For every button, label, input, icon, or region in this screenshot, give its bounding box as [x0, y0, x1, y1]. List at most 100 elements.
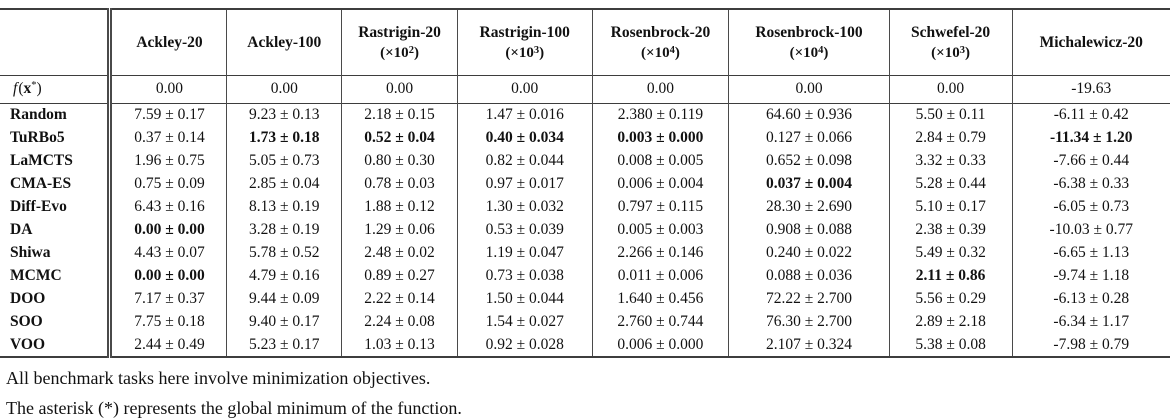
table-cell: 0.80 ± 0.30	[341, 149, 458, 173]
column-header-label: Rastrigin-20	[358, 23, 441, 41]
table-cell: -9.74 ± 1.18	[1011, 264, 1170, 288]
table-row-shiwa: Shiwa 4.43 ± 0.07 5.78 ± 0.52 2.48 ± 0.02 1.…	[0, 241, 1170, 265]
table-cell: 0.52 ± 0.04	[341, 126, 458, 150]
table-cell: 5.50 ± 0.11	[888, 103, 1012, 127]
table-cell: 1.19 ± 0.047	[456, 241, 592, 265]
column-header-label: Ackley-20	[136, 33, 203, 51]
table-cell: 7.59 ± 0.17	[107, 103, 227, 127]
optimum-value: 0.00	[728, 75, 890, 103]
row-label: MCMC	[10, 267, 62, 285]
table-cell: 0.006 ± 0.004	[591, 172, 729, 196]
row-label: DA	[10, 221, 33, 239]
table-cell: 7.75 ± 0.18	[107, 310, 227, 334]
column-header-rosenbrock-20: Rosenbrock-20 (×104)	[591, 9, 729, 75]
row-label: DOO	[10, 290, 46, 308]
table-cell: 2.48 ± 0.02	[341, 241, 458, 265]
table-cell: 0.89 ± 0.27	[341, 264, 458, 288]
row-label: VOO	[10, 335, 45, 353]
corner-cell	[0, 9, 110, 75]
table-cell: 2.760 ± 0.744	[591, 310, 729, 334]
table-cell: 2.266 ± 0.146	[591, 241, 729, 265]
table-cell: 0.53 ± 0.039	[456, 218, 592, 242]
table-cell: 5.56 ± 0.29	[888, 287, 1012, 311]
table-cell: 0.008 ± 0.005	[591, 149, 729, 173]
table-cell: 0.75 ± 0.09	[107, 172, 227, 196]
column-header-label: Schwefel-20	[910, 23, 991, 41]
table-row-turbo5: TuRBo5 0.37 ± 0.14 1.73 ± 0.18 0.52 ± 0.04 0…	[0, 126, 1170, 150]
table-row-random: Random 7.59 ± 0.17 9.23 ± 0.13 2.18 ± 0.15 1…	[0, 103, 1170, 127]
table-cell: 9.23 ± 0.13	[226, 103, 342, 127]
table-cell: 72.22 ± 2.700	[728, 287, 890, 311]
column-header-schwefel-20: Schwefel-20 (×103)	[888, 9, 1012, 75]
footnote-asterisk: The asterisk (*) represents the global m…	[6, 398, 462, 418]
table-cell: 0.908 ± 0.088	[728, 218, 890, 242]
table-cell: 0.82 ± 0.044	[456, 149, 592, 173]
table-cell: -6.65 ± 1.13	[1011, 241, 1170, 265]
row-label: CMA-ES	[10, 174, 72, 192]
table-cell: 5.23 ± 0.17	[226, 333, 342, 358]
table-row-mcmc: MCMC 0.00 ± 0.00 4.79 ± 0.16 0.89 ± 0.27 0.7…	[0, 264, 1170, 288]
footnote-minimization: All benchmark tasks here involve minimiz…	[6, 368, 431, 389]
table-row-voo: VOO 2.44 ± 0.49 5.23 ± 0.17 1.03 ± 0.13 0.92…	[0, 333, 1170, 358]
column-scale-label: (×103)	[505, 44, 545, 61]
table-cell: 0.127 ± 0.066	[728, 126, 890, 150]
benchmark-table: Ackley-20 Ackley-100 Rastrigin-20 (×102) Ras…	[0, 8, 1170, 359]
optimum-value: 0.00	[107, 75, 227, 103]
table-cell: -6.38 ± 0.33	[1011, 172, 1170, 196]
table-cell: 2.107 ± 0.324	[728, 333, 890, 358]
table-cell: 2.22 ± 0.14	[341, 287, 458, 311]
table-cell: 1.640 ± 0.456	[591, 287, 729, 311]
column-header-rastrigin-20: Rastrigin-20 (×102)	[341, 9, 458, 75]
table-cell: 2.85 ± 0.04	[226, 172, 342, 196]
optimum-value: -19.63	[1011, 75, 1170, 103]
table-cell: 5.78 ± 0.52	[226, 241, 342, 265]
table-cell: 7.17 ± 0.37	[107, 287, 227, 311]
table-cell: 2.38 ± 0.39	[888, 218, 1012, 242]
table-cell: 2.11 ± 0.86	[888, 264, 1012, 288]
table-cell: 6.43 ± 0.16	[107, 195, 227, 219]
table-cell: 0.73 ± 0.038	[456, 264, 592, 288]
table-cell: 0.92 ± 0.028	[456, 333, 592, 358]
table-cell: 2.84 ± 0.79	[888, 126, 1012, 150]
table-cell: -6.13 ± 0.28	[1011, 287, 1170, 311]
column-scale-label: (×104)	[641, 44, 680, 61]
table-cell: 1.47 ± 0.016	[456, 103, 592, 127]
table-cell: 2.18 ± 0.15	[341, 103, 458, 127]
column-header-label: Rastrigin-100	[479, 23, 570, 41]
table-cell: 0.97 ± 0.017	[456, 172, 592, 196]
column-header-michalewicz-20: Michalewicz-20	[1011, 9, 1170, 75]
table-cell: 1.88 ± 0.12	[341, 195, 458, 219]
table-row-lamcts: LaMCTS 1.96 ± 0.75 5.05 ± 0.73 0.80 ± 0.30 0…	[0, 149, 1170, 173]
table-footnotes: All benchmark tasks here involve minimiz…	[0, 367, 1170, 418]
optimum-row-label: f(x*)	[13, 80, 42, 97]
column-header-label: Rosenbrock-100	[755, 23, 863, 41]
table-cell: 0.011 ± 0.006	[591, 264, 729, 288]
table-row-da: DA 0.00 ± 0.00 3.28 ± 0.19 1.29 ± 0.06 0.53 …	[0, 218, 1170, 242]
table-cell: 0.652 ± 0.098	[728, 149, 890, 173]
table-cell: 4.43 ± 0.07	[107, 241, 227, 265]
table-cell: -11.34 ± 1.20	[1011, 126, 1170, 150]
table-cell: 64.60 ± 0.936	[728, 103, 890, 127]
table-cell: 5.10 ± 0.17	[888, 195, 1012, 219]
table-row-doo: DOO 7.17 ± 0.37 9.44 ± 0.09 2.22 ± 0.14 1.50…	[0, 287, 1170, 311]
table-cell: 76.30 ± 2.700	[728, 310, 890, 334]
table-cell: 8.13 ± 0.19	[226, 195, 342, 219]
table-cell: 9.44 ± 0.09	[226, 287, 342, 311]
row-label: LaMCTS	[10, 151, 73, 169]
table-cell: 1.73 ± 0.18	[226, 126, 342, 150]
column-header-label: Michalewicz-20	[1039, 33, 1143, 51]
table-cell: -6.34 ± 1.17	[1011, 310, 1170, 334]
table-cell: 5.28 ± 0.44	[888, 172, 1012, 196]
table-cell: 1.96 ± 0.75	[107, 149, 227, 173]
table-row-diff-evo: Diff-Evo 6.43 ± 0.16 8.13 ± 0.19 1.88 ± 0.1…	[0, 195, 1170, 219]
column-scale-label: (×104)	[789, 44, 829, 61]
table-cell: 0.40 ± 0.034	[456, 126, 592, 150]
column-header-label: Rosenbrock-20	[610, 23, 711, 41]
table-cell: 1.03 ± 0.13	[341, 333, 458, 358]
table-cell: 0.78 ± 0.03	[341, 172, 458, 196]
table-cell: 1.30 ± 0.032	[456, 195, 592, 219]
column-scale-label: (×102)	[380, 44, 419, 61]
table-cell: -10.03 ± 0.77	[1011, 218, 1170, 242]
table-cell: -6.11 ± 0.42	[1011, 103, 1170, 127]
